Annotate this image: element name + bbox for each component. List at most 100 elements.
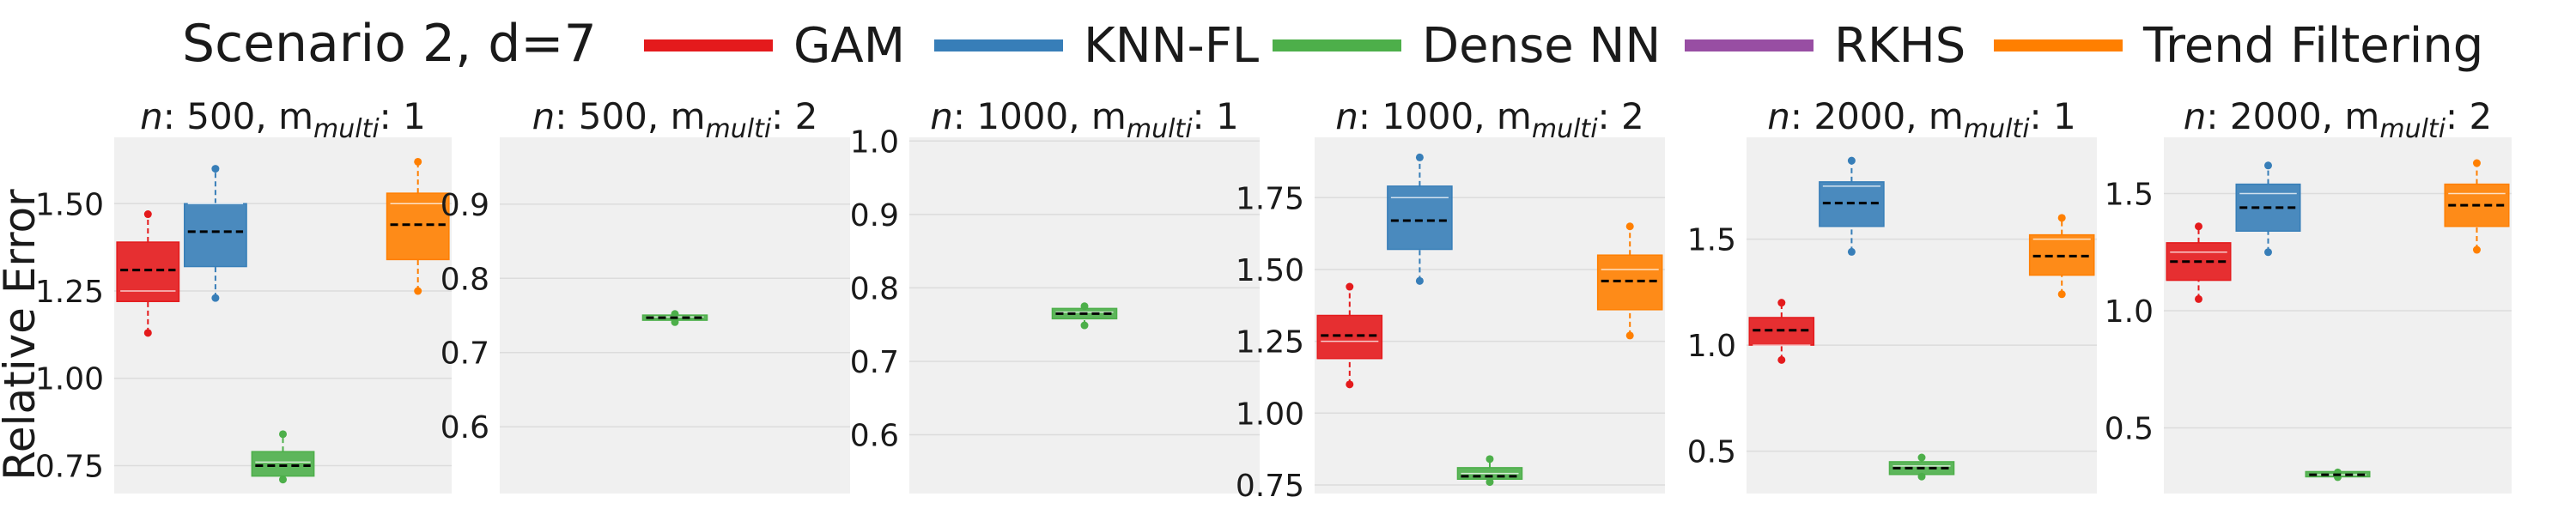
panel-title-subscript: multi xyxy=(2379,114,2445,144)
panel-title: n: 500, mmulti: 2 xyxy=(532,95,818,144)
panel-title-suffix: : 2 xyxy=(1598,95,1644,137)
whisker-cap-lower-gam xyxy=(2195,294,2202,303)
panel-title-suffix: : 2 xyxy=(2445,95,2492,137)
whisker-cap-upper-knn-fl xyxy=(1415,153,1424,161)
panel-title: n: 500, mmulti: 1 xyxy=(140,95,426,144)
y-tick-label: 0.6 xyxy=(850,419,899,454)
whisker-cap-lower-dense-nn xyxy=(1080,321,1089,330)
panel-title-subscript: multi xyxy=(313,114,380,144)
whisker-cap-lower-knn-fl xyxy=(2264,248,2272,257)
y-tick-label: 1.0 xyxy=(850,124,899,160)
box-knn-fl xyxy=(183,203,247,268)
panel-title-main: : 500, m xyxy=(555,95,705,137)
panel-title: n: 2000, mmulti: 2 xyxy=(2184,95,2493,144)
legend-label-trend-filtering: Trend Filtering xyxy=(2143,17,2484,74)
panel-title: n: 1000, mmulti: 1 xyxy=(930,95,1239,144)
y-axis-label: Relative Error xyxy=(0,189,45,481)
panel-title-suffix: : 2 xyxy=(771,95,817,137)
whisker-cap-upper-dense-nn xyxy=(1485,455,1494,464)
panel-5: n: 2000, mmulti: 1 0.5 1.0 1.5 xyxy=(1687,95,2097,494)
whisker-cap-upper-gam xyxy=(143,210,152,219)
panel-4: n: 1000, mmulti: 2 0.75 1.00 1.25 1.50 1.75 xyxy=(1236,95,1665,504)
whisker-cap-lower-gam xyxy=(1777,355,1786,364)
legend-label-knn-fl: KNN-FL xyxy=(1084,17,1260,74)
whisker-cap-lower-dense-nn xyxy=(1485,478,1494,487)
y-tick-label: 0.9 xyxy=(850,198,899,233)
panel-title-main: : 2000, m xyxy=(1790,95,1964,137)
panel-title-n: n xyxy=(2184,95,2207,137)
whisker-cap-upper-dense-nn xyxy=(279,430,287,439)
panel-title: n: 1000, mmulti: 2 xyxy=(1335,95,1644,144)
whisker-cap-upper-gam xyxy=(2195,222,2202,231)
box-trend-filtering xyxy=(1596,254,1663,311)
panel-title-subscript: multi xyxy=(1964,114,2030,144)
panel-title-subscript: multi xyxy=(1127,114,1193,144)
legend-item-gam: GAM xyxy=(644,14,905,77)
whisker-cap-upper-gam xyxy=(1346,282,1354,291)
y-tick-label: 1.25 xyxy=(35,275,104,310)
panel-1: n: 500, mmulti: 1 0.75 1.00 1.25 1.50 xyxy=(35,95,452,494)
y-tick-label: 0.9 xyxy=(440,188,489,223)
y-tick-label: 1.50 xyxy=(1236,253,1304,288)
y-tick-label: 0.5 xyxy=(1687,435,1736,470)
y-tick-label: 1.50 xyxy=(35,187,104,222)
panel-3: n: 1000, mmulti: 1 0.6 0.7 0.8 0.9 1.0 xyxy=(850,95,1260,494)
panel-title-subscript: multi xyxy=(706,114,772,144)
y-tick-label: 1.00 xyxy=(35,362,104,397)
y-tick-label: 0.6 xyxy=(440,410,489,445)
panel-title-suffix: : 1 xyxy=(2030,95,2076,137)
whisker-cap-upper-trend-filtering xyxy=(2057,214,2066,222)
panel-6: n: 2000, mmulti: 2 0.5 1.0 1.5 xyxy=(2105,95,2512,494)
legend-item-dense-nn: Dense NN xyxy=(1273,14,1661,77)
panel-title-n: n xyxy=(930,95,953,137)
whisker-cap-lower-knn-fl xyxy=(1847,247,1856,256)
panel-title-n: n xyxy=(1767,95,1790,137)
legend-swatch-knn-fl xyxy=(934,39,1063,52)
y-tick-label: 1.25 xyxy=(1236,325,1304,360)
y-tick-label: 0.8 xyxy=(440,262,489,297)
panel-title-main: : 1000, m xyxy=(953,95,1127,137)
y-tick-label: 0.7 xyxy=(850,345,899,380)
legend-label-dense-nn: Dense NN xyxy=(1422,17,1662,74)
legend-swatch-rkhs xyxy=(1685,39,1814,52)
whisker-cap-upper-knn-fl xyxy=(1847,156,1856,165)
whisker-cap-lower-trend-filtering xyxy=(2057,290,2066,299)
whisker-cap-lower-gam xyxy=(1346,380,1354,389)
whisker-cap-upper-trend-filtering xyxy=(1625,222,1634,231)
whisker-cap-lower-trend-filtering xyxy=(1625,331,1634,340)
y-tick-label: 1.5 xyxy=(1687,223,1736,258)
legend-swatch-dense-nn xyxy=(1273,39,1401,52)
y-tick-label: 0.5 xyxy=(2105,412,2154,447)
box-dense-nn xyxy=(251,451,315,477)
y-tick-label: 0.7 xyxy=(440,336,489,372)
panel-title-main: : 1000, m xyxy=(1358,95,1532,137)
panel-title-n: n xyxy=(532,95,556,137)
whisker-cap-lower-knn-fl xyxy=(1415,276,1424,285)
legend-label-rkhs: RKHS xyxy=(1834,17,1966,74)
whisker-cap-upper-gam xyxy=(1777,299,1786,307)
panel-title-main: : 500, m xyxy=(163,95,313,137)
legend-label-gam: GAM xyxy=(793,17,906,74)
whisker-cap-lower-dense-nn xyxy=(279,476,287,484)
panel-title-n: n xyxy=(140,95,163,137)
y-tick-label: 1.75 xyxy=(1236,181,1304,216)
y-tick-label: 1.0 xyxy=(2105,294,2154,330)
whisker-cap-upper-dense-nn xyxy=(1917,453,1926,462)
y-tick-label: 1.00 xyxy=(1236,397,1304,432)
panel-title-subscript: multi xyxy=(1532,114,1598,144)
panel-title-n: n xyxy=(1335,95,1358,137)
y-tick-label: 0.8 xyxy=(850,271,899,306)
whisker-cap-upper-trend-filtering xyxy=(2473,159,2481,167)
y-tick-label: 1.5 xyxy=(2105,178,2154,213)
box-gam xyxy=(1316,314,1383,360)
legend-item-rkhs: RKHS xyxy=(1685,14,1965,77)
whisker-cap-lower-gam xyxy=(143,329,152,337)
panel-title-suffix: : 1 xyxy=(380,95,426,137)
legend: Scenario 2, d=7 GAM KNN-FL Dense NN RKHS… xyxy=(0,0,2576,94)
panel-title: n: 2000, mmulti: 1 xyxy=(1767,95,2076,144)
whisker-cap-upper-knn-fl xyxy=(2264,161,2272,170)
panel-title-suffix: : 1 xyxy=(1193,95,1239,137)
legend-item-knn-fl: KNN-FL xyxy=(934,14,1259,77)
